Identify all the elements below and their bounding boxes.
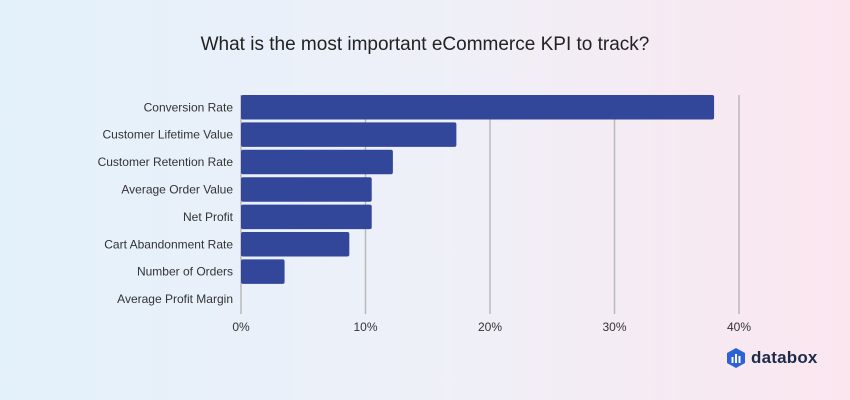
x-tick-label: 10% [353, 320, 377, 334]
bar [241, 232, 350, 257]
bar [241, 122, 457, 147]
category-label: Net Profit [183, 210, 234, 224]
category-label: Number of Orders [137, 265, 233, 279]
category-label: Customer Retention Rate [98, 155, 234, 169]
brand-logo: databox [727, 348, 818, 368]
category-label: Cart Abandonment Rate [104, 237, 233, 251]
bar [241, 149, 393, 175]
category-label: Conversion Rate [144, 100, 234, 114]
x-tick-label: 20% [478, 320, 502, 334]
bars [241, 95, 715, 284]
brand-name: databox [751, 348, 818, 367]
bar [241, 259, 285, 284]
x-tick-label: 30% [602, 320, 626, 334]
x-tick-label: 0% [232, 320, 250, 334]
category-labels: Conversion Rate Customer Lifetime Value Cu… [98, 100, 234, 306]
category-label: Customer Lifetime Value [103, 128, 234, 142]
category-label: Average Profit Margin [117, 292, 233, 306]
bar [241, 177, 372, 202]
category-label: Average Order Value [121, 182, 233, 196]
x-tick-labels: 0% 10% 20% 30% 40% [232, 320, 751, 334]
x-tick-label: 40% [727, 320, 751, 334]
chart-title: What is the most important eCommerce KPI… [200, 34, 650, 55]
databox-logo-icon [727, 348, 745, 368]
bar [241, 204, 372, 230]
bar [241, 95, 715, 120]
